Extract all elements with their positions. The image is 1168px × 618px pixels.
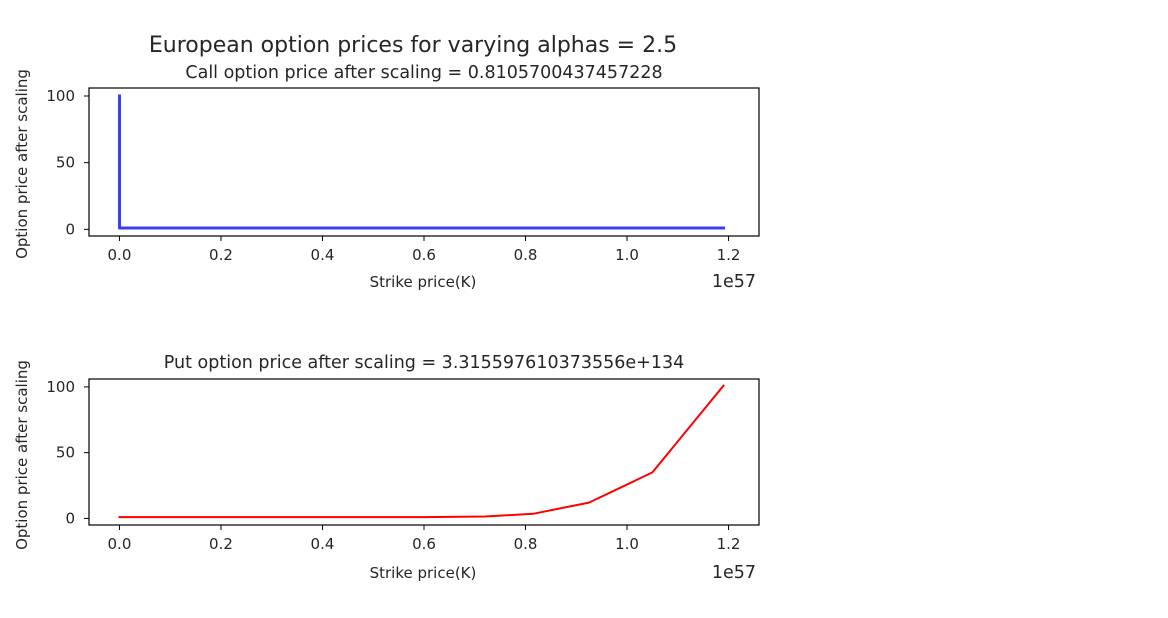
call-x-tick-label: 0.4 xyxy=(311,246,335,264)
put-x-offset-label: 1e57 xyxy=(712,563,756,583)
call-x-tick-label: 1.0 xyxy=(615,246,639,264)
call-x-tick-label: 0.2 xyxy=(209,246,233,264)
call-y-axis-label: Option price after scaling xyxy=(13,69,31,259)
call-y-tick-label: 50 xyxy=(56,154,75,172)
put-y-axis-label: Option price after scaling xyxy=(13,360,31,550)
call-x-axis-label: Strike price(K) xyxy=(370,273,477,291)
call-x-tick-label: 0.6 xyxy=(412,246,436,264)
put-x-tick-label: 0.2 xyxy=(209,535,233,553)
call-x-tick-label: 0.0 xyxy=(108,246,132,264)
put-y-tick-label: 0 xyxy=(65,509,75,527)
put-plot-title: Put option price after scaling = 3.31559… xyxy=(164,353,684,373)
put-x-tick-label: 0.4 xyxy=(311,535,335,553)
call-y-tick-label: 0 xyxy=(65,220,75,238)
call-series-line-0 xyxy=(118,94,725,230)
put-x-tick-label: 1.0 xyxy=(615,535,639,553)
call-x-tick-label: 1.2 xyxy=(717,246,741,264)
call-y-tick-label: 100 xyxy=(46,87,75,105)
put-series-line-0 xyxy=(118,384,725,519)
put-price-plot: Put option price after scaling = 3.31559… xyxy=(13,353,760,583)
call-x-offset-label: 1e57 xyxy=(712,272,756,292)
figure-suptitle: European option prices for varying alpha… xyxy=(149,33,677,58)
put-x-tick-label: 1.2 xyxy=(717,535,741,553)
put-y-tick-label: 50 xyxy=(56,444,75,462)
call-price-plot: Call option price after scaling = 0.8105… xyxy=(13,63,760,292)
put-x-tick-label: 0.8 xyxy=(514,535,538,553)
put-x-tick-label: 0.6 xyxy=(412,535,436,553)
call-plot-title: Call option price after scaling = 0.8105… xyxy=(185,63,662,83)
put-y-tick-label: 100 xyxy=(46,378,75,396)
call-x-tick-label: 0.8 xyxy=(514,246,538,264)
put-x-tick-label: 0.0 xyxy=(108,535,132,553)
put-x-axis-label: Strike price(K) xyxy=(370,564,477,582)
